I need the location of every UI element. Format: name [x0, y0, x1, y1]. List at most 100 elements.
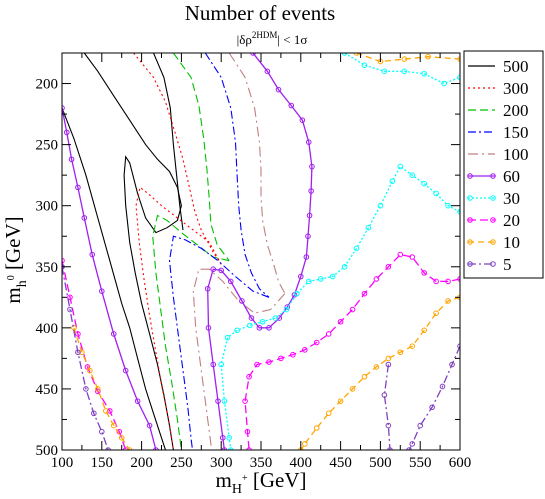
contour-line [383, 364, 391, 450]
contour-point [401, 68, 408, 75]
legend-entry: 10 [467, 233, 520, 252]
contour-point [102, 408, 109, 414]
contour-point [67, 294, 73, 301]
contour-point [365, 224, 372, 231]
x-label-sup: + [242, 473, 248, 484]
contour-point [264, 68, 271, 75]
y-label-main: m [1, 287, 25, 303]
contour-point [210, 266, 217, 273]
x-tick-label: 550 [409, 455, 432, 471]
contour-point [308, 188, 314, 194]
contour-line [244, 253, 460, 450]
contour-point [457, 343, 460, 349]
legend-marker [490, 239, 496, 245]
x-tick-label: 450 [329, 455, 352, 471]
contour-point [290, 351, 296, 358]
contour-point [298, 273, 304, 280]
contour-point [283, 306, 290, 313]
contour-point [242, 398, 248, 404]
contour-point [425, 53, 431, 60]
contour-point [433, 278, 439, 285]
contour-point [105, 447, 111, 450]
contour-point [226, 434, 232, 441]
y-tick-label: 500 [36, 443, 59, 459]
contour-point [218, 267, 224, 274]
contour-point [247, 322, 253, 329]
contour-point [246, 447, 252, 450]
y-tick-label: 350 [36, 260, 59, 276]
contour-point [409, 343, 416, 349]
contour-point [325, 331, 332, 337]
legend-entry: 200 [468, 101, 529, 120]
contour-point [256, 325, 263, 331]
contour-point [385, 355, 392, 362]
x-tick-label: 350 [250, 455, 273, 471]
contour-point [215, 398, 221, 404]
contour-series-500 [62, 53, 184, 450]
contour-point [421, 327, 427, 334]
x-axis-label: mH+ [GeV] [216, 468, 307, 497]
contour-series-100 [192, 53, 286, 450]
contour-point [79, 349, 85, 356]
contour-point [397, 163, 404, 170]
contour-point [417, 422, 424, 429]
legend-entry: 60 [467, 167, 520, 186]
plot-frame [61, 52, 461, 451]
x-label-unit: [GeV] [248, 468, 307, 492]
contour-point [409, 254, 416, 260]
contour-series-150 [168, 53, 270, 450]
y-axis-label: mh0 [GeV] [1, 216, 30, 303]
contour-point [299, 117, 306, 123]
contour-series-60 [62, 53, 315, 450]
contour-line [220, 165, 460, 450]
contour-point [421, 70, 427, 77]
contour-point [389, 178, 396, 185]
contour-point [266, 359, 272, 365]
contour-point [313, 339, 320, 346]
contour-point [439, 383, 446, 390]
legend-label: 60 [503, 167, 520, 186]
legend-label: 200 [503, 101, 529, 120]
legend-label: 150 [503, 123, 529, 142]
contour-point [110, 331, 117, 337]
contour-point [95, 386, 101, 392]
contour-point [385, 422, 392, 429]
contour-point [110, 422, 117, 429]
contour-point [266, 325, 272, 331]
contour-point [99, 288, 105, 295]
contour-point [445, 202, 451, 209]
contour-point [313, 425, 320, 431]
legend-box [463, 50, 544, 279]
contour-point [421, 180, 427, 187]
contour-point [75, 349, 81, 356]
contour-point [294, 290, 300, 297]
contour-point [122, 367, 129, 374]
contour-line [152, 53, 184, 231]
contour-line [172, 53, 230, 262]
contour-point [75, 184, 81, 191]
contour-line [344, 53, 460, 85]
contour-point [409, 441, 416, 447]
legend-label: 500 [503, 57, 529, 76]
contour-point [349, 306, 356, 313]
contour-series-5 [62, 263, 460, 450]
legend-marker [490, 261, 496, 267]
contour-series-200 [152, 53, 230, 450]
legend: 500 300 200 150 100 60 30 20 10 5 [467, 57, 529, 274]
contour-point [272, 315, 279, 321]
contour-point [361, 290, 368, 297]
contour-point [118, 434, 125, 441]
y-tick-label: 400 [36, 321, 59, 337]
contour-point [457, 74, 460, 81]
contour-line [192, 268, 286, 450]
contour-point [244, 428, 251, 435]
contour-line [83, 53, 182, 450]
subtitle-main: |δρ [237, 32, 252, 47]
contour-point [409, 172, 416, 178]
contour-point [278, 355, 284, 362]
contour-point [153, 447, 159, 450]
chart-title: Number of events [185, 1, 335, 25]
contour-point [306, 212, 313, 219]
contour-line [204, 53, 270, 298]
